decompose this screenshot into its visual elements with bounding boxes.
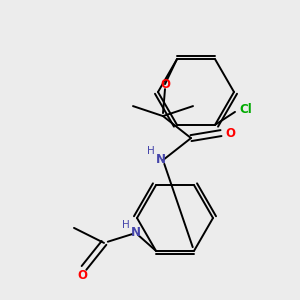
- Text: Cl: Cl: [239, 103, 252, 116]
- Text: N: N: [131, 226, 141, 239]
- Text: N: N: [156, 153, 166, 166]
- Text: O: O: [77, 269, 87, 282]
- Text: H: H: [147, 146, 155, 156]
- Text: H: H: [122, 220, 130, 230]
- Text: O: O: [225, 127, 235, 140]
- Text: O: O: [160, 78, 170, 91]
